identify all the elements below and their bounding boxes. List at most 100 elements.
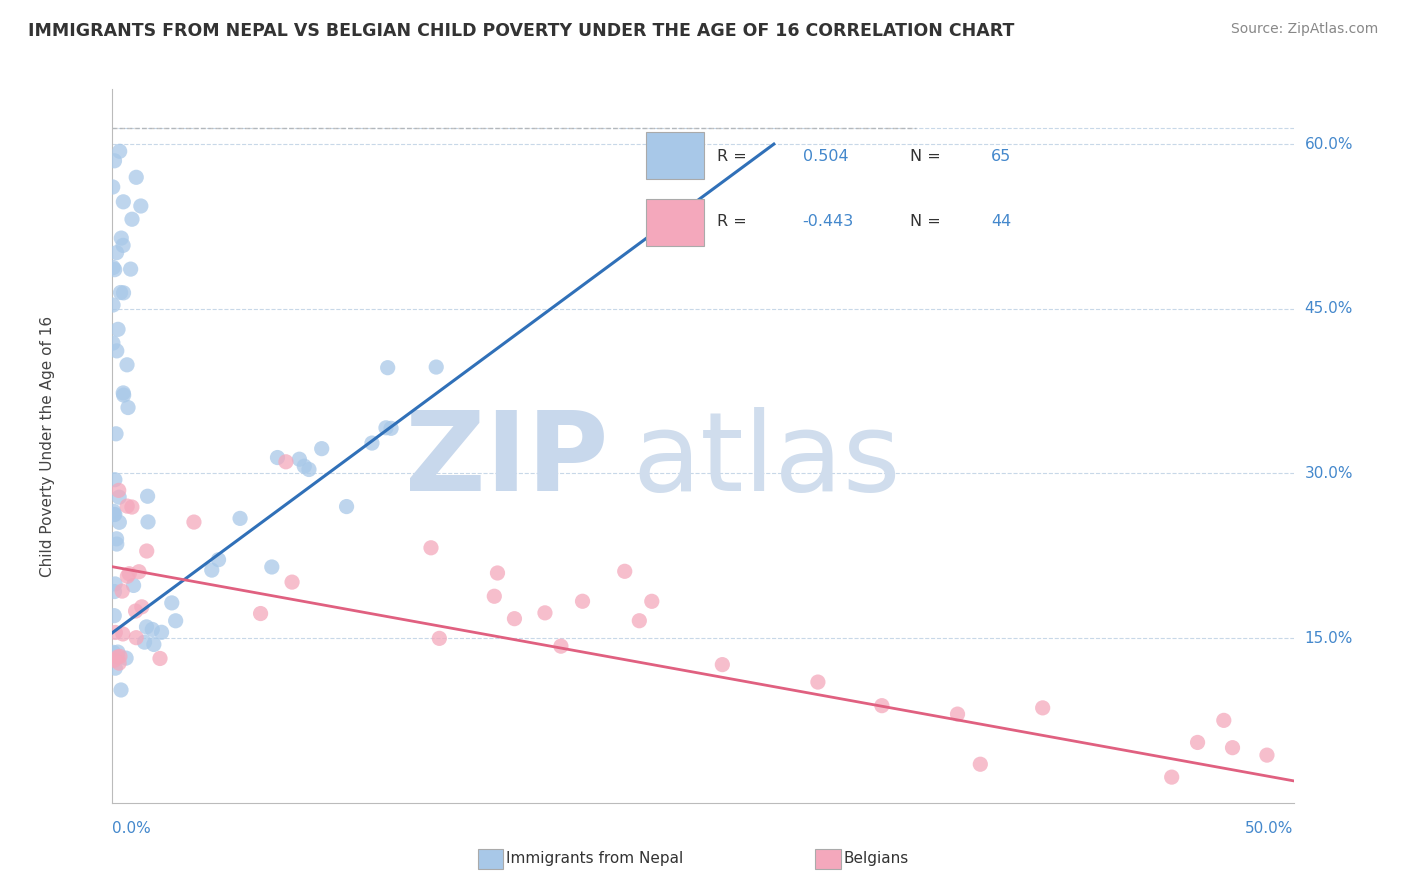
Point (104, 508, 127, 522)
Text: Belgians: Belgians (844, 852, 908, 866)
Point (183, 515, 205, 529)
Point (486, 566, 509, 580)
Point (103, 153, 125, 168)
Point (641, 594, 664, 608)
Point (103, 508, 125, 522)
Point (266, 450, 288, 465)
Point (534, 606, 557, 620)
Point (711, 657, 734, 672)
Point (249, 607, 271, 621)
Point (112, 388, 135, 402)
Text: 15.0%: 15.0% (1305, 631, 1353, 646)
Point (142, 637, 165, 651)
Point (969, 757, 991, 772)
Text: 45.0%: 45.0% (1305, 301, 1353, 317)
Point (207, 552, 229, 566)
Point (105, 537, 128, 551)
Point (125, 631, 148, 645)
Point (292, 459, 315, 474)
Point (115, 358, 138, 372)
Point (107, 483, 129, 498)
Text: Child Poverty Under the Age of 16: Child Poverty Under the Age of 16 (39, 316, 55, 576)
Point (112, 285, 135, 300)
Point (141, 623, 163, 637)
Text: 30.0%: 30.0% (1305, 466, 1353, 481)
Point (807, 675, 830, 690)
Text: IMMIGRANTS FROM NEPAL VS BELGIAN CHILD POVERTY UNDER THE AGE OF 16 CORRELATION C: IMMIGRANTS FROM NEPAL VS BELGIAN CHILD P… (28, 22, 1015, 40)
Point (165, 614, 187, 628)
Point (201, 563, 224, 577)
Point (112, 385, 135, 400)
Point (134, 635, 156, 649)
Point (104, 625, 127, 640)
Point (104, 262, 127, 277)
Point (107, 322, 129, 336)
Point (1222, 740, 1244, 755)
Point (111, 584, 134, 599)
Point (160, 596, 183, 610)
Point (135, 620, 157, 634)
Point (103, 260, 125, 275)
Point (115, 499, 138, 513)
Point (110, 683, 132, 698)
Point (131, 599, 153, 614)
Point (101, 336, 124, 351)
Point (120, 262, 142, 277)
Point (484, 589, 506, 603)
Point (103, 584, 125, 599)
Point (108, 490, 131, 504)
Point (105, 245, 128, 260)
Point (112, 238, 135, 252)
Point (105, 343, 128, 358)
Point (117, 401, 139, 415)
Point (361, 436, 384, 450)
Point (149, 651, 172, 665)
Point (105, 532, 128, 546)
Point (1160, 770, 1182, 784)
Text: atlas: atlas (633, 407, 901, 514)
Point (335, 500, 357, 514)
Point (1032, 701, 1054, 715)
Point (503, 612, 526, 626)
Point (108, 649, 131, 664)
Point (103, 504, 125, 518)
Text: ZIP: ZIP (405, 407, 609, 514)
Point (117, 569, 139, 583)
Point (107, 650, 129, 665)
Point (425, 359, 447, 374)
Point (122, 578, 145, 592)
Point (105, 426, 128, 441)
Point (229, 511, 252, 525)
Point (121, 500, 143, 514)
Text: 60.0%: 60.0% (1305, 136, 1353, 152)
Point (108, 656, 131, 670)
Point (101, 180, 124, 194)
Point (104, 577, 127, 591)
Point (380, 421, 402, 435)
Point (107, 645, 129, 659)
Point (104, 661, 127, 675)
Point (420, 541, 443, 555)
Point (613, 564, 636, 578)
Point (129, 199, 152, 213)
Point (1187, 735, 1209, 749)
Text: 50.0%: 50.0% (1246, 821, 1294, 836)
Point (1256, 748, 1278, 763)
Point (946, 707, 969, 722)
Point (274, 455, 297, 469)
Point (260, 560, 283, 574)
Point (108, 516, 131, 530)
Point (110, 285, 132, 300)
Point (427, 632, 450, 646)
Point (103, 645, 125, 659)
Point (375, 421, 398, 435)
Point (115, 651, 138, 665)
Point (111, 627, 134, 641)
Point (103, 653, 125, 667)
Point (628, 614, 651, 628)
Point (101, 298, 124, 312)
Point (125, 170, 148, 185)
Point (571, 594, 593, 608)
Point (150, 625, 173, 640)
Point (124, 604, 146, 618)
